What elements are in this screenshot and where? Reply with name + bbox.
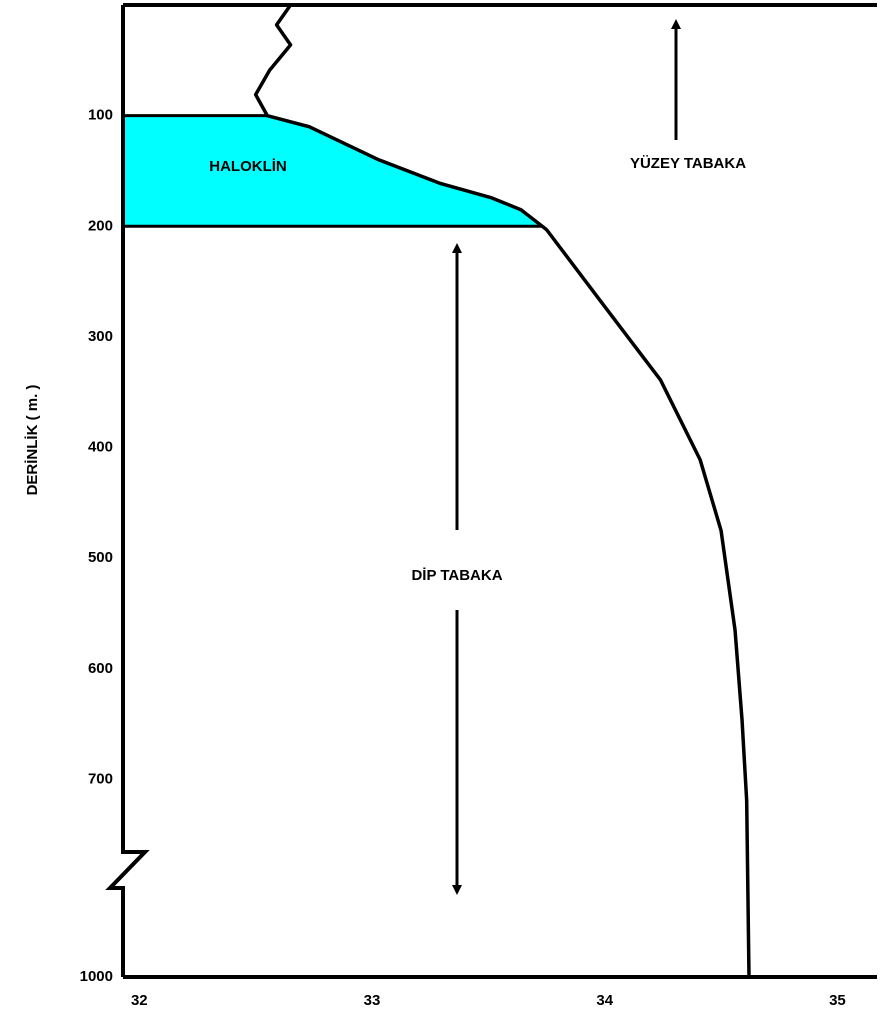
y-tick-label: 200: [88, 217, 113, 234]
y-tick-label: 600: [88, 660, 113, 677]
y-tick-label: 1000: [80, 968, 113, 985]
y-tick-label: 500: [88, 549, 113, 566]
x-tick-label: 32: [131, 992, 148, 1009]
x-tick-label: 34: [596, 992, 613, 1009]
salinity-line: [253, 3, 751, 978]
y-tick-label: 300: [88, 328, 113, 345]
y-tick-label: 700: [88, 771, 113, 788]
annotation: DİP TABAKA: [411, 567, 502, 584]
halocline-label: HALOKLİN: [209, 158, 287, 175]
x-tick-label: 33: [364, 992, 381, 1009]
y-axis: [105, 5, 150, 977]
y-axis-label: DERİNLİK ( m. ): [24, 385, 41, 496]
halocline-area: [123, 115, 543, 227]
annotation: YÜZEY TABAKA: [630, 155, 746, 172]
y-tick-label: 100: [88, 107, 113, 124]
y-tick-label: 400: [88, 439, 113, 456]
x-tick-label: 35: [829, 992, 846, 1009]
